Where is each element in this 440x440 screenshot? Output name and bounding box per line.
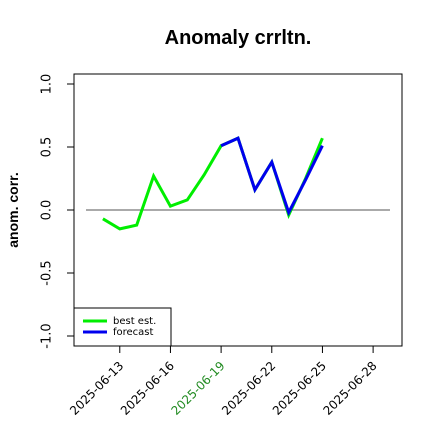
- y-axis-label: anom. corr.: [5, 172, 21, 247]
- chart-title: Anomaly crrltn.: [165, 27, 312, 49]
- y-tick-label: 0.0: [40, 200, 55, 221]
- legend-label: best est.: [113, 316, 156, 327]
- y-axis: -1.0 -0.5 0.0 0.5 1.0: [40, 74, 74, 349]
- legend-box: [73, 307, 172, 347]
- y-tick-label: 0.5: [40, 137, 55, 158]
- series-layer: [102, 136, 324, 231]
- series-line-forecast: [220, 136, 324, 217]
- y-tick-label: -1.0: [40, 323, 55, 348]
- y-tick-label: 1.0: [40, 74, 55, 95]
- series-line-best-est: [102, 136, 324, 231]
- legend-label: forecast: [113, 327, 154, 338]
- x-axis: 2025-06-132025-06-162025-06-192025-06-22…: [67, 346, 380, 418]
- y-tick-label: -0.5: [40, 260, 55, 285]
- x-tick-label: 2025-06-28: [320, 359, 379, 418]
- legend: best est.forecast: [73, 307, 172, 347]
